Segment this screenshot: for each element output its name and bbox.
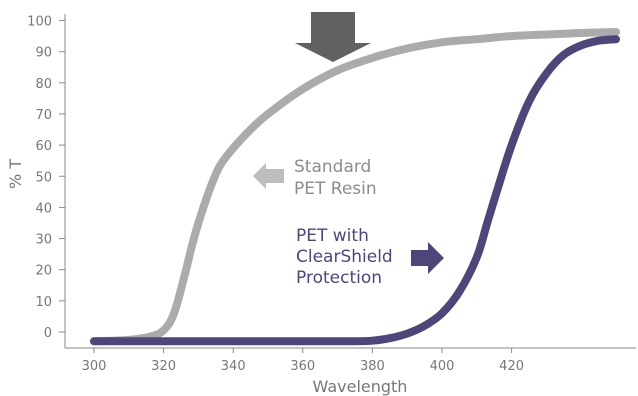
clearshield-label-line: ClearShield — [296, 247, 393, 267]
x-tick-label: 380 — [360, 359, 385, 374]
y-tick-label: 10 — [35, 295, 52, 310]
x-axis-title: Wavelength — [313, 377, 408, 396]
y-tick-label: 90 — [35, 46, 52, 61]
x-tick-label: 320 — [151, 359, 176, 374]
standard-pet-label-line: PET Resin — [294, 179, 377, 199]
clearshield-pet-line — [90, 35, 620, 346]
x-tick-label: 360 — [290, 359, 315, 374]
y-tick-label: 30 — [35, 233, 52, 248]
standard-pet-resin-line — [90, 28, 620, 346]
y-tick-label: 50 — [35, 170, 52, 185]
x-tick-label: 400 — [430, 359, 455, 374]
x-tick-label: 300 — [82, 359, 107, 374]
y-tick-label: 70 — [35, 108, 52, 123]
y-tick-label: 100 — [27, 15, 52, 30]
series-layer — [90, 28, 620, 346]
standard-pet-label-line: Standard — [294, 157, 371, 177]
y-axis-title: % T — [6, 159, 25, 189]
chart-axes: 0 10 20 30 40 50 60 70 80 90 100 300 320 340 360 380 400… — [27, 14, 636, 374]
right-arrow-icon — [411, 242, 444, 274]
y-tick-label: 40 — [35, 201, 52, 216]
y-tick-label: 80 — [35, 77, 52, 92]
clearshield-label-line: Protection — [296, 268, 382, 288]
y-tick-label: 60 — [35, 139, 52, 154]
left-arrow-icon — [253, 163, 284, 189]
y-tick-label: 20 — [35, 264, 52, 279]
y-tick-label: 0 — [44, 326, 52, 341]
clearshield-label-line: PET with — [296, 226, 369, 246]
x-tick-label: 420 — [499, 359, 524, 374]
down-arrow-marker — [295, 12, 371, 62]
x-tick-label: 340 — [221, 359, 246, 374]
